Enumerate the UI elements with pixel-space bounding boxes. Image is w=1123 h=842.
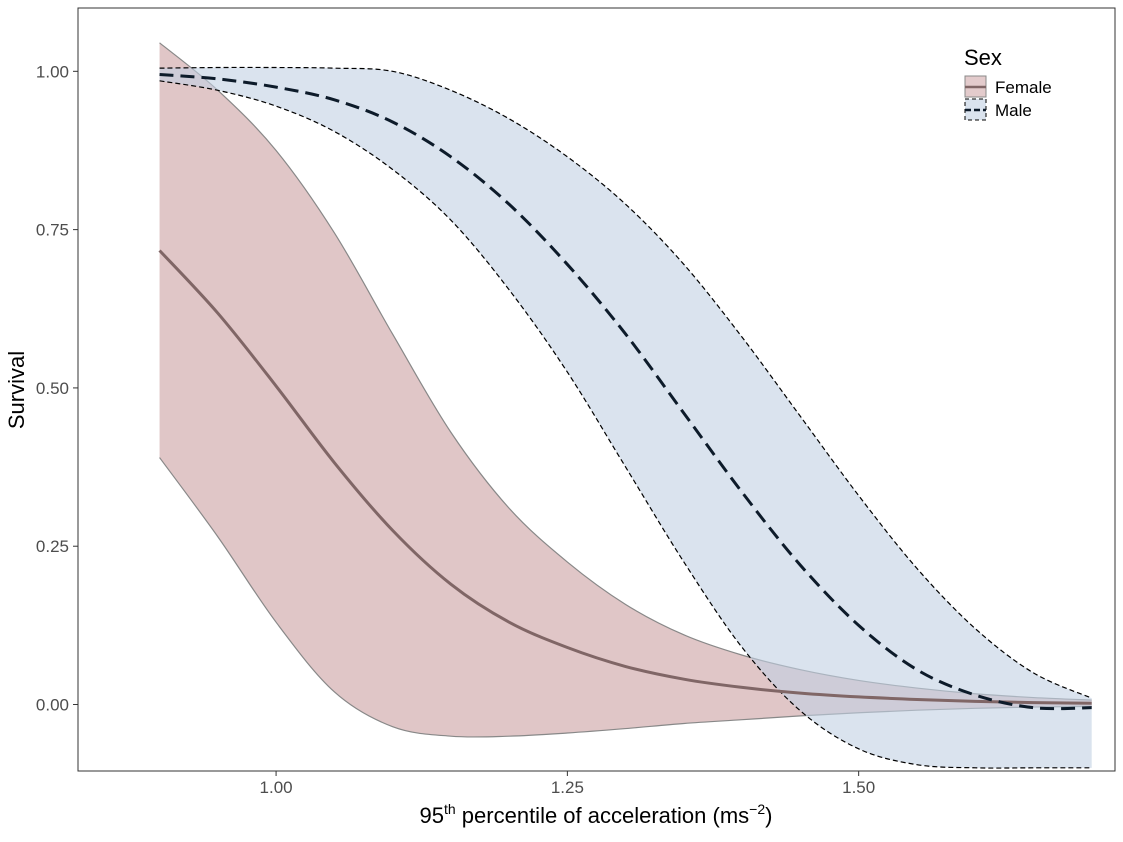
band-lower-male: [159, 80, 1092, 769]
series-lines: [158, 72, 1092, 711]
x-title-unit: ms: [720, 803, 749, 828]
line-female: [158, 249, 1092, 705]
band-female: [159, 42, 1092, 738]
legend: Sex Female Male: [964, 45, 1052, 121]
band-upper-male: [159, 66, 1092, 699]
x-title-main: percentile of acceleration: [456, 803, 713, 828]
y-axis-ticks: 0.00 0.25 0.50 0.75 1.00: [36, 62, 78, 715]
legend-title: Sex: [964, 45, 1002, 70]
y-tick-label: 0.25: [36, 537, 69, 556]
x-axis-ticks: 1.00 1.25 1.50: [260, 771, 875, 797]
y-tick-label: 0.75: [36, 221, 69, 240]
x-tick-label: 1.25: [551, 778, 584, 797]
confidence-bands: [159, 42, 1092, 769]
band-male: [159, 67, 1092, 769]
legend-label-male: Male: [995, 101, 1032, 120]
x-title-close-paren: ): [765, 803, 772, 828]
y-axis-title: Survival: [4, 351, 29, 429]
x-title-open-paren: (: [713, 803, 721, 828]
y-tick-label: 1.00: [36, 62, 69, 81]
x-title-sup: th: [444, 801, 456, 817]
panel-border: [77, 7, 1116, 772]
y-tick-label: 0.50: [36, 379, 69, 398]
y-tick-label: 0.00: [36, 696, 69, 715]
x-tick-label: 1.50: [842, 778, 875, 797]
x-axis-title: 95th percentile of acceleration (ms−2): [420, 801, 773, 828]
x-title-prefix: 95: [420, 803, 444, 828]
x-title-unit-sup: −2: [749, 801, 765, 817]
x-tick-label: 1.00: [260, 778, 293, 797]
legend-label-female: Female: [995, 78, 1052, 97]
line-male: [159, 72, 1092, 711]
